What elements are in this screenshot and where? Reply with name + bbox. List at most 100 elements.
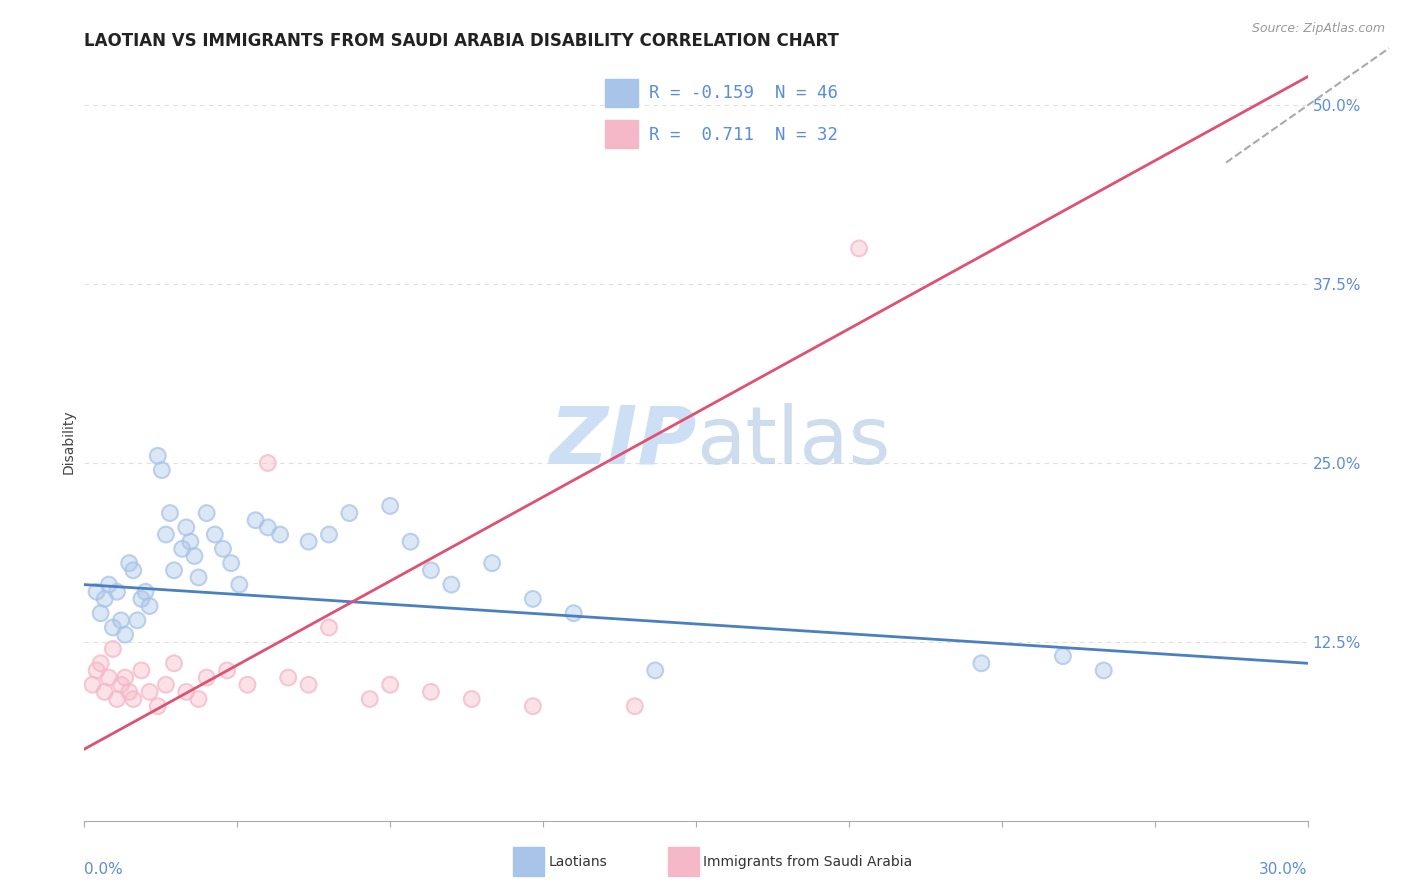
Point: [318, 527, 340, 541]
Point: [110, 613, 132, 627]
Point: [522, 699, 544, 714]
Point: [122, 692, 145, 706]
Point: [245, 513, 267, 527]
Point: [97, 671, 120, 685]
Point: [159, 506, 181, 520]
Point: [461, 692, 484, 706]
Point: [122, 563, 145, 577]
Point: [127, 613, 149, 627]
Point: [848, 241, 870, 255]
Point: [172, 541, 194, 556]
Point: [97, 577, 120, 591]
Point: [228, 577, 250, 591]
Point: [90, 606, 112, 620]
Point: [245, 513, 267, 527]
Point: [146, 699, 169, 714]
Point: [562, 606, 585, 620]
Point: [257, 456, 280, 470]
Point: [440, 577, 463, 591]
Point: [420, 563, 443, 577]
Point: [174, 685, 197, 699]
Point: [146, 449, 169, 463]
Point: [159, 506, 181, 520]
Point: [298, 534, 321, 549]
Point: [277, 671, 299, 685]
Point: [174, 520, 197, 534]
Point: [420, 563, 443, 577]
Point: [970, 657, 993, 671]
Point: [420, 685, 443, 699]
Point: [131, 664, 153, 678]
Point: [219, 556, 242, 570]
Point: [236, 678, 259, 692]
Point: [481, 556, 503, 570]
Point: [318, 527, 340, 541]
Point: [217, 664, 239, 678]
Point: [127, 613, 149, 627]
Point: [339, 506, 361, 520]
Text: Laotians: Laotians: [548, 855, 607, 869]
Point: [122, 563, 145, 577]
Text: 30.0%: 30.0%: [1260, 863, 1308, 878]
Point: [110, 678, 132, 692]
Point: [110, 678, 132, 692]
Point: [298, 678, 321, 692]
Point: [163, 563, 186, 577]
Point: [195, 671, 218, 685]
Point: [174, 520, 197, 534]
Point: [228, 577, 250, 591]
Point: [118, 685, 141, 699]
Point: [204, 527, 226, 541]
Point: [644, 664, 666, 678]
Y-axis label: Disability: Disability: [62, 409, 76, 474]
Point: [257, 520, 280, 534]
Point: [380, 678, 402, 692]
Point: [461, 692, 484, 706]
Point: [163, 657, 186, 671]
Point: [1092, 664, 1115, 678]
Point: [138, 685, 160, 699]
Point: [110, 613, 132, 627]
Point: [624, 699, 647, 714]
Point: [122, 692, 145, 706]
Point: [118, 685, 141, 699]
Point: [101, 642, 124, 657]
Point: [105, 692, 128, 706]
Point: [105, 692, 128, 706]
Point: [138, 599, 160, 613]
Point: [624, 699, 647, 714]
Point: [359, 692, 381, 706]
Point: [359, 692, 381, 706]
Point: [204, 527, 226, 541]
Point: [318, 620, 340, 634]
Point: [644, 664, 666, 678]
Point: [93, 591, 115, 606]
Point: [138, 599, 160, 613]
Point: [101, 620, 124, 634]
Point: [440, 577, 463, 591]
Point: [163, 563, 186, 577]
Point: [187, 692, 209, 706]
Point: [339, 506, 361, 520]
Point: [1092, 664, 1115, 678]
Point: [90, 657, 112, 671]
Point: [522, 591, 544, 606]
Point: [90, 657, 112, 671]
Point: [114, 628, 136, 642]
Point: [848, 241, 870, 255]
Point: [212, 541, 235, 556]
Point: [146, 449, 169, 463]
Point: [105, 584, 128, 599]
Point: [90, 606, 112, 620]
Point: [183, 549, 205, 563]
Point: [135, 584, 157, 599]
Point: [183, 549, 205, 563]
Point: [86, 584, 108, 599]
Point: [380, 499, 402, 513]
Point: [155, 527, 177, 541]
Point: [93, 591, 115, 606]
Point: [522, 591, 544, 606]
Point: [298, 534, 321, 549]
Point: [179, 534, 201, 549]
Point: [187, 570, 209, 584]
